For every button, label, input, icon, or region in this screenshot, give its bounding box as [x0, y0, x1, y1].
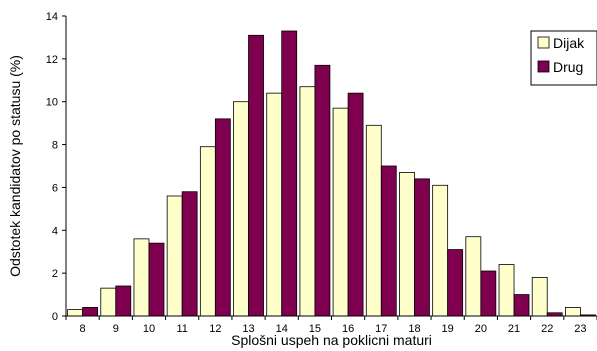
bar-dijak-15: [299, 86, 316, 317]
bar-dijak-22: [531, 277, 548, 317]
legend: Dijak Drug: [530, 30, 597, 86]
x-tick-label: 13: [242, 323, 254, 335]
legend-swatch-dijak: [537, 36, 550, 49]
y-axis-title: Odstotek kandidatov po statusu (%): [7, 55, 23, 277]
bar-drug-20: [480, 270, 497, 317]
bar-dijak-10: [133, 238, 150, 317]
bar-drug-21: [513, 294, 530, 317]
y-tick-label: 14: [46, 11, 58, 23]
x-tick-label: 17: [375, 323, 387, 335]
bar-drug-14: [281, 30, 298, 317]
y-tick-label: 12: [46, 54, 58, 66]
x-axis-title: Splošni uspeh na poklicni maturi: [231, 332, 432, 348]
x-tick-label: 16: [342, 323, 354, 335]
bar-dijak-8: [67, 309, 83, 317]
bar-drug-15: [314, 64, 331, 317]
x-tick-label: 21: [508, 323, 520, 335]
y-tick-label: 2: [52, 268, 58, 280]
bar-drug-12: [214, 118, 231, 317]
x-tick-label: 22: [541, 323, 553, 335]
x-tick-label: 10: [143, 323, 155, 335]
bar-drug-16: [347, 92, 364, 317]
bar-drug-9: [115, 285, 132, 317]
x-tick-label: 23: [574, 323, 586, 335]
bar-dijak-17: [365, 124, 382, 317]
bar-dijak-11: [166, 195, 183, 317]
bar-drug-18: [414, 178, 430, 317]
x-tick-label: 11: [176, 323, 187, 335]
bar-dijak-16: [332, 107, 349, 317]
bar-dijak-21: [498, 264, 515, 317]
x-tick-label: 18: [408, 323, 420, 335]
x-tick-label: 12: [209, 323, 221, 335]
x-tick-label: 19: [442, 323, 454, 335]
legend-swatch-drug: [537, 60, 550, 73]
legend-label-drug: Drug: [553, 59, 583, 75]
bars: [67, 30, 596, 317]
y-tick-label: 4: [52, 225, 58, 237]
bar-drug-13: [248, 34, 264, 317]
bar-dijak-14: [266, 92, 283, 317]
bar-drug-10: [148, 242, 165, 317]
x-tick-label: 15: [309, 323, 321, 335]
x-tick-label: 20: [475, 323, 487, 335]
bar-drug-17: [380, 165, 397, 317]
y-tick-label: 0: [52, 311, 58, 323]
bar-dijak-13: [233, 101, 249, 317]
bar-dijak-18: [399, 172, 415, 317]
bar-dijak-19: [432, 184, 449, 317]
x-axis-ticks: 8 9 10 11 12 13 14 15 16 17 18 19 20 21 22 23: [65, 316, 597, 335]
y-tick-label: 10: [46, 97, 58, 109]
bar-dijak-23: [565, 307, 581, 317]
bar-drug-19: [447, 249, 464, 317]
x-tick-label: 14: [276, 323, 288, 335]
y-tick-label: 8: [52, 140, 58, 152]
bar-dijak-9: [100, 287, 117, 317]
x-tick-label: 8: [80, 323, 86, 335]
x-tick-label: 9: [113, 323, 119, 335]
legend-label-dijak: Dijak: [553, 35, 585, 51]
bar-drug-11: [181, 191, 198, 317]
y-tick-label: 6: [52, 182, 58, 194]
bar-drug-8: [82, 307, 98, 317]
bar-dijak-20: [465, 236, 482, 317]
y-axis-ticks: 0 2 4 6 8 10 12 14: [46, 11, 66, 323]
bar-dijak-12: [199, 146, 216, 317]
